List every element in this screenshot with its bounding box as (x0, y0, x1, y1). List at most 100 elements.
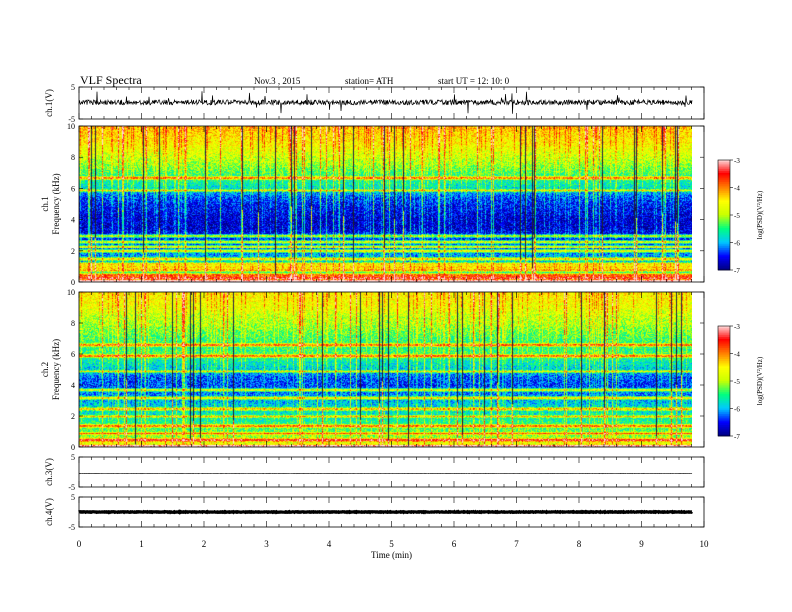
colorbar-cell (718, 202, 730, 205)
colorbar-cell (718, 180, 730, 183)
colorbar-cell (718, 161, 730, 165)
colorbar-cell (718, 353, 730, 356)
colorbar-cell (718, 401, 730, 404)
colorbar-cell (718, 257, 730, 260)
colorbar-cell (718, 198, 730, 201)
colorbar-cell (718, 355, 730, 358)
colorbar-cell (718, 326, 730, 329)
colorbar-cell (718, 242, 730, 245)
colorbar-cell (718, 327, 730, 331)
colorbar-tick-label: -3 (734, 157, 740, 165)
y-tick-label: 5 (71, 83, 75, 92)
ch4-waveform-trace (78, 509, 694, 515)
colorbar-tick-label: -3 (734, 323, 740, 331)
ch1-waveform-trace (78, 91, 693, 114)
colorbar-cell (718, 404, 730, 408)
colorbar-cell (718, 193, 730, 196)
y-tick-label: 2 (71, 247, 75, 256)
colorbar-cell (718, 432, 730, 435)
colorbar-cell (718, 172, 730, 176)
colorbar-cell (718, 249, 730, 253)
colorbar-cell (718, 395, 730, 398)
colorbar-cell (718, 266, 730, 269)
colorbar-cell (718, 410, 730, 413)
colorbar-ch2-spectrogram: -3 -4 -5 -6 -7 log(PSD)(V²/Hz) (717, 323, 764, 441)
colorbar-cell (718, 397, 730, 400)
panel-ch1-spectrogram: 0 2 4 6 8 10 ch.1 Frequency (kHz) (40, 122, 705, 287)
colorbar-label: log(PSD)(V²/Hz) (756, 356, 764, 405)
y-axis-label: ch.1(V) (44, 89, 54, 117)
colorbar-cell (718, 423, 730, 426)
station-label: station= ATH (345, 76, 394, 86)
colorbar-cell (718, 160, 730, 163)
colorbar-cell (718, 434, 730, 437)
panel-ch2-spectrogram: 0 2 4 6 8 10 ch.2 Frequency (kHz) (40, 288, 705, 452)
colorbar-cell (718, 357, 730, 360)
colorbar-cell (718, 338, 730, 342)
colorbar-cell (718, 211, 730, 214)
colorbar-cell (718, 370, 730, 373)
colorbar-cell (718, 248, 730, 251)
colorbar-cell (718, 226, 730, 229)
x-tick-label: 0 (77, 539, 82, 549)
channel-label: ch.1 (40, 196, 50, 211)
colorbar-cell (718, 351, 730, 354)
colorbar-tick-label: -6 (734, 406, 740, 414)
colorbar-cell (718, 171, 730, 174)
start-time-label: start UT = 12: 10: 0 (438, 76, 510, 86)
colorbar-cell (718, 229, 730, 232)
x-tick-label: 9 (639, 539, 644, 549)
colorbar-cell (718, 331, 730, 334)
y-tick-label: 6 (71, 350, 75, 359)
colorbar-cell (718, 264, 730, 267)
colorbar-cell (718, 218, 730, 221)
y-axis-label: ch.4(V) (44, 498, 54, 526)
colorbar-cell (718, 224, 730, 227)
colorbar-cell (718, 246, 730, 249)
colorbar-cell (718, 191, 730, 194)
colorbar-cell (718, 368, 730, 371)
colorbar-cell (718, 414, 730, 417)
colorbar-cell (718, 426, 730, 430)
colorbar-cell (718, 213, 730, 216)
colorbar-cell (718, 381, 730, 384)
colorbar-cell (718, 227, 730, 231)
colorbar-cell (718, 388, 730, 391)
colorbar-cell (718, 165, 730, 168)
colorbar-cell (718, 176, 730, 179)
colorbar-cell (718, 231, 730, 234)
colorbar-cell (718, 187, 730, 190)
colorbar-cell (718, 390, 730, 393)
x-tick-label: 7 (514, 539, 519, 549)
y-axis-label: Frequency (kHz) (51, 173, 61, 234)
colorbar-cell (718, 196, 730, 199)
colorbar-cell (718, 216, 730, 220)
y-tick-label: 2 (71, 412, 75, 421)
colorbar-cell (718, 262, 730, 265)
colorbar-cell (718, 364, 730, 367)
colorbar-cell (718, 185, 730, 188)
colorbar-cell (718, 371, 730, 375)
x-tick-label: 6 (452, 539, 457, 549)
colorbar-cell (718, 417, 730, 420)
colorbar-cell (718, 238, 730, 242)
y-tick-label: 10 (67, 122, 75, 131)
colorbar-cell (718, 200, 730, 203)
x-tick-label: 2 (202, 539, 207, 549)
colorbar-cell (718, 260, 730, 264)
colorbar-tick-label: -5 (734, 378, 740, 386)
y-tick-label: 4 (71, 381, 75, 390)
y-tick-label: 10 (67, 288, 75, 297)
colorbar-ch1-spectrogram: -3 -4 -5 -6 -7 log(PSD)(V²/Hz) (717, 157, 764, 275)
colorbar-tick-label: -4 (734, 351, 740, 359)
colorbar-cell (718, 412, 730, 415)
colorbar-cell (718, 337, 730, 340)
x-tick-label: 4 (327, 539, 332, 549)
y-tick-label: 6 (71, 184, 75, 193)
y-tick-label: 8 (71, 153, 75, 162)
colorbar-cell (718, 215, 730, 218)
colorbar-cell (718, 346, 730, 349)
colorbar-cell (718, 373, 730, 376)
colorbar-cell (718, 235, 730, 238)
colorbar-cell (718, 244, 730, 247)
